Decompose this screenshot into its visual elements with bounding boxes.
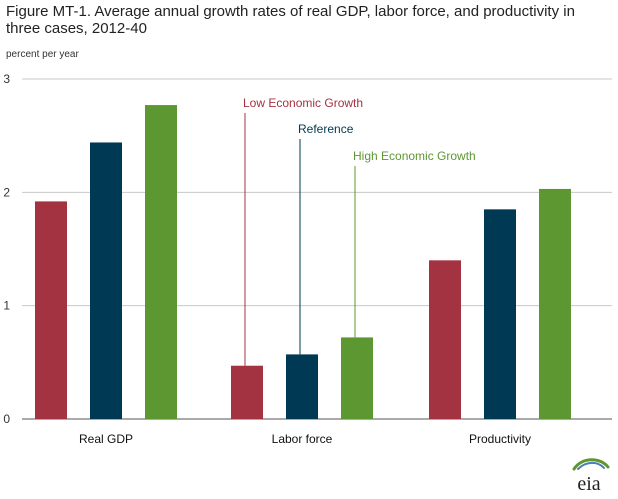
series-annotation-label: High Economic Growth xyxy=(353,149,476,163)
x-category-label: Real GDP xyxy=(79,432,133,446)
y-tick-label: 1 xyxy=(3,299,10,313)
bars xyxy=(35,105,571,420)
bar xyxy=(484,209,516,419)
bar xyxy=(35,201,67,419)
y-tick-labels: 0 1 2 3 xyxy=(3,72,10,426)
bar xyxy=(286,354,318,419)
y-tick-label: 0 xyxy=(3,412,10,426)
x-category-label: Productivity xyxy=(469,432,531,446)
chart-title: Figure MT-1. Average annual growth rates… xyxy=(6,3,575,37)
y-tick-label: 2 xyxy=(3,185,10,199)
bar xyxy=(231,365,263,419)
series-annotation-label: Reference xyxy=(298,122,354,136)
bar xyxy=(341,337,373,419)
x-category-label: Labor force xyxy=(272,432,333,446)
logo-text: eia xyxy=(577,473,600,495)
series-annotations: Low Economic Growth Reference High Economi… xyxy=(243,96,476,366)
y-axis-unit-label: percent per year xyxy=(6,49,79,60)
series-annotation-label: Low Economic Growth xyxy=(243,96,363,110)
bar xyxy=(429,260,461,419)
bar xyxy=(90,142,122,419)
bar xyxy=(145,105,177,420)
bar xyxy=(539,188,571,419)
eia-logo: eia xyxy=(572,458,610,495)
x-category-labels: Real GDP Labor force Productivity xyxy=(79,432,531,446)
y-tick-label: 3 xyxy=(3,72,10,86)
